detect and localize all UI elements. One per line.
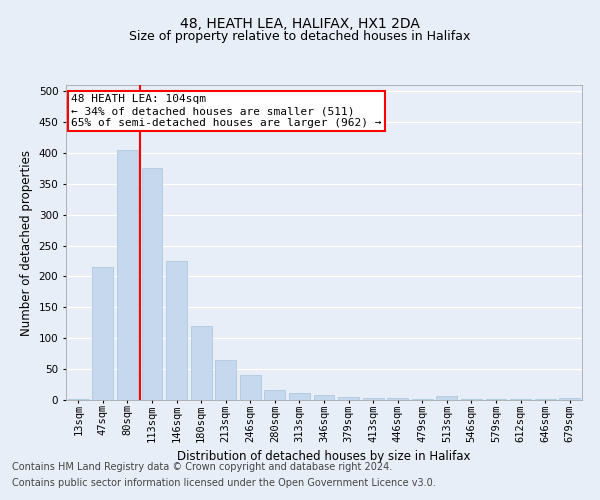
Bar bbox=[314, 395, 334, 400]
Bar bbox=[68, 399, 89, 400]
Bar bbox=[436, 396, 457, 400]
Bar bbox=[387, 398, 408, 400]
Bar bbox=[289, 392, 310, 400]
Text: 48 HEATH LEA: 104sqm
← 34% of detached houses are smaller (511)
65% of semi-deta: 48 HEATH LEA: 104sqm ← 34% of detached h… bbox=[71, 94, 382, 128]
X-axis label: Distribution of detached houses by size in Halifax: Distribution of detached houses by size … bbox=[177, 450, 471, 463]
Bar bbox=[412, 399, 433, 400]
Bar bbox=[485, 399, 506, 400]
Bar bbox=[240, 376, 261, 400]
Bar bbox=[92, 267, 113, 400]
Text: Contains public sector information licensed under the Open Government Licence v3: Contains public sector information licen… bbox=[12, 478, 436, 488]
Bar bbox=[215, 360, 236, 400]
Text: 48, HEATH LEA, HALIFAX, HX1 2DA: 48, HEATH LEA, HALIFAX, HX1 2DA bbox=[180, 18, 420, 32]
Bar bbox=[166, 261, 187, 400]
Text: Size of property relative to detached houses in Halifax: Size of property relative to detached ho… bbox=[130, 30, 470, 43]
Bar bbox=[559, 398, 580, 400]
Text: Contains HM Land Registry data © Crown copyright and database right 2024.: Contains HM Land Registry data © Crown c… bbox=[12, 462, 392, 472]
Bar bbox=[362, 398, 383, 400]
Bar bbox=[191, 326, 212, 400]
Bar bbox=[117, 150, 138, 400]
Bar bbox=[338, 397, 359, 400]
Bar bbox=[265, 390, 286, 400]
Y-axis label: Number of detached properties: Number of detached properties bbox=[20, 150, 33, 336]
Bar bbox=[461, 399, 482, 400]
Bar bbox=[142, 168, 163, 400]
